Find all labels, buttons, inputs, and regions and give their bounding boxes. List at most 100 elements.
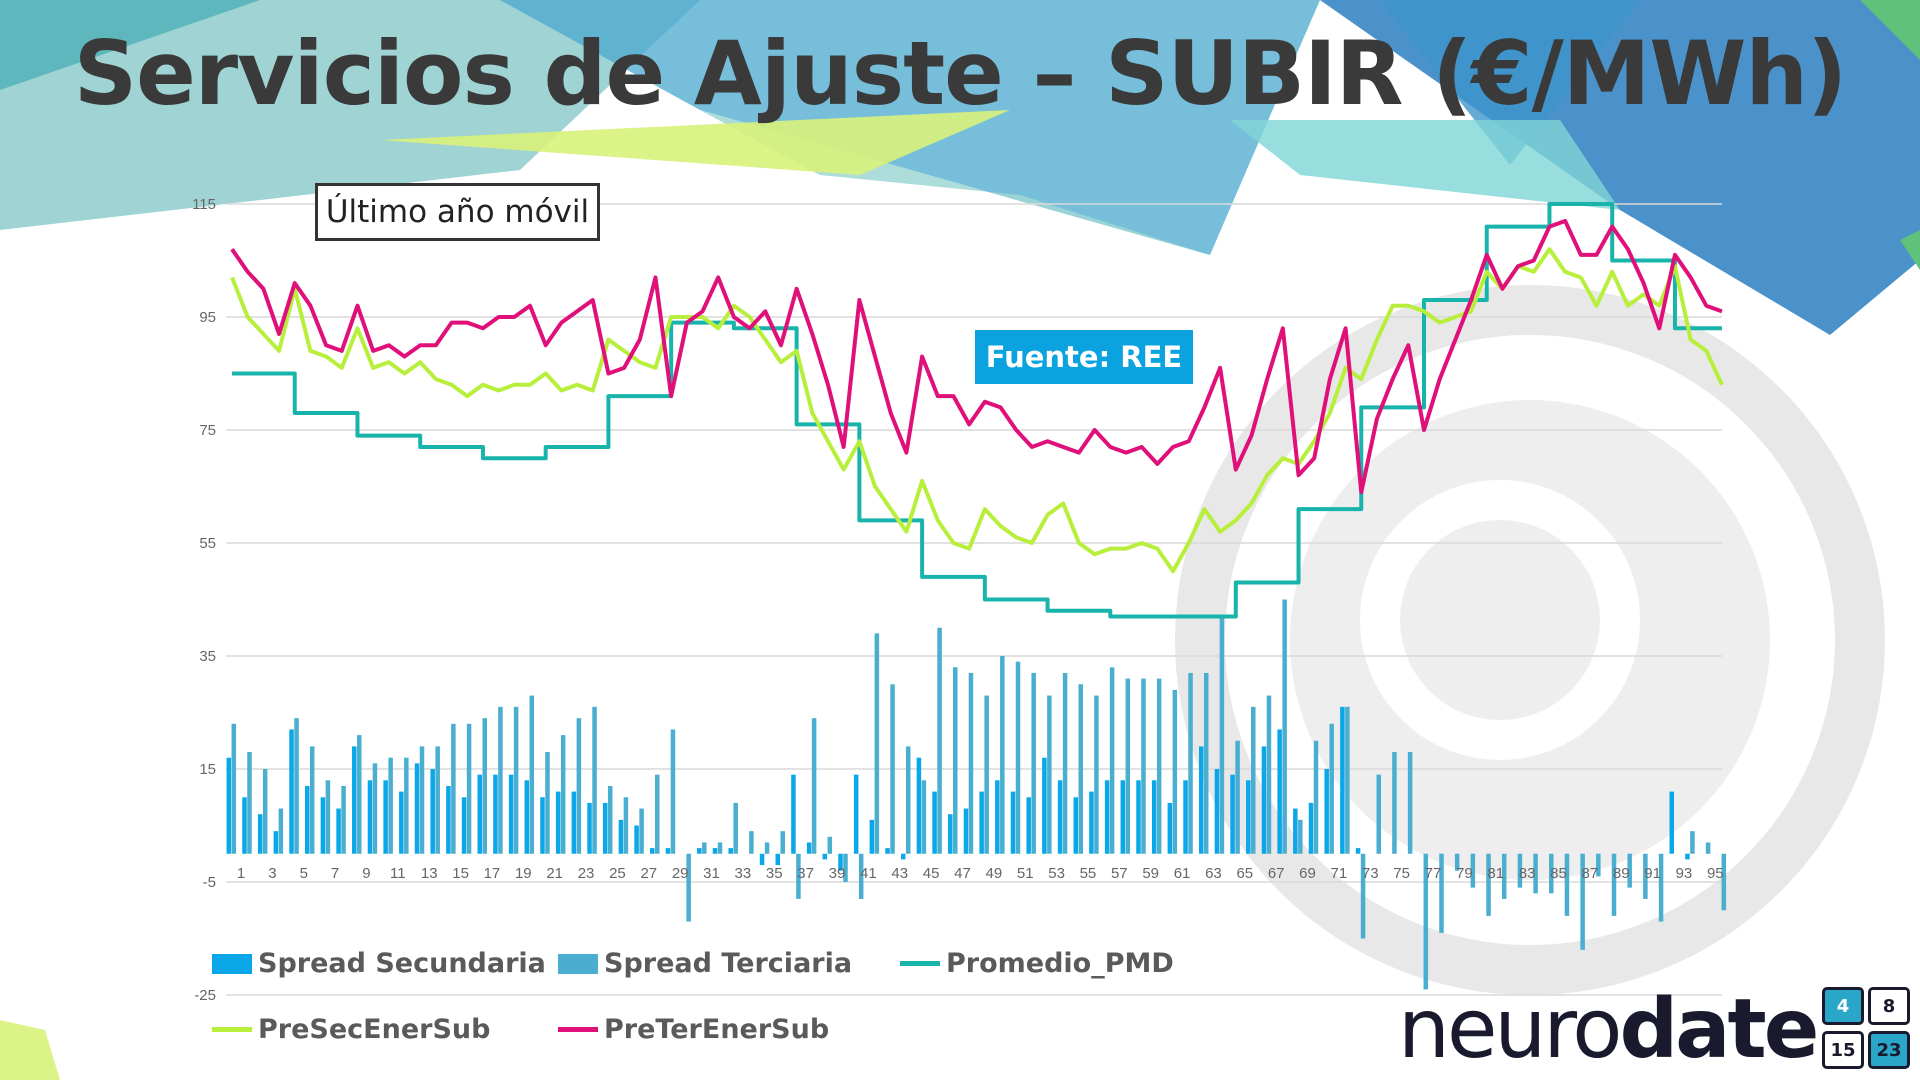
bar-spread-terciaria	[1721, 853, 1727, 911]
x-tick-label: 55	[1080, 865, 1097, 882]
bar-spread-terciaria	[686, 853, 691, 922]
x-tick-label: 95	[1707, 865, 1724, 882]
legend-label: Spread Terciaria	[604, 948, 853, 979]
legend-swatch	[212, 953, 252, 974]
x-tick-label: 53	[1048, 865, 1065, 882]
calendar-cell: 4	[1822, 987, 1864, 1025]
bar-spread-secundaria	[1669, 791, 1674, 854]
bar-spread-terciaria	[1376, 774, 1381, 854]
bar-spread-terciaria	[1156, 678, 1162, 854]
x-tick-label: 75	[1393, 865, 1410, 882]
bar-spread-secundaria	[885, 848, 890, 854]
bar-spread-terciaria	[513, 706, 519, 854]
bar-spread-secundaria	[273, 831, 279, 854]
bar-spread-terciaria	[968, 672, 974, 854]
x-tick-label: 83	[1519, 865, 1536, 882]
bar-spread-secundaria	[1340, 706, 1345, 854]
bar-spread-secundaria	[1042, 757, 1047, 854]
bar-spread-secundaria	[948, 814, 953, 854]
bar-spread-terciaria	[419, 746, 425, 854]
bar-spread-terciaria	[262, 769, 268, 854]
x-tick-label: 35	[766, 865, 783, 882]
bar-spread-terciaria	[796, 853, 801, 899]
bar-spread-terciaria	[294, 718, 299, 854]
bar-spread-secundaria	[1308, 802, 1314, 854]
x-tick-label: 39	[829, 865, 846, 882]
bar-spread-terciaria	[1329, 723, 1334, 854]
bar-spread-secundaria	[1026, 797, 1031, 854]
bar-spread-secundaria	[775, 853, 780, 866]
bar-spread-secundaria	[336, 808, 341, 854]
x-tick-label: 71	[1331, 865, 1348, 882]
y-tick-label: 55	[199, 535, 216, 552]
bar-spread-secundaria	[1230, 774, 1235, 854]
bar-spread-terciaria	[372, 763, 378, 854]
y-tick-label: 115	[192, 196, 216, 213]
bar-spread-secundaria	[1183, 780, 1188, 854]
x-tick-label: 89	[1613, 865, 1630, 882]
bar-spread-secundaria	[853, 774, 859, 854]
bar-spread-secundaria	[242, 797, 247, 854]
x-tick-label: 65	[1236, 865, 1253, 882]
x-tick-label: 1	[237, 865, 245, 882]
x-tick-label: 63	[1205, 865, 1222, 882]
bar-spread-secundaria	[1010, 791, 1016, 854]
bar-spread-secundaria	[352, 746, 357, 854]
y-tick-label: -25	[194, 987, 216, 1004]
bar-spread-terciaria	[1251, 706, 1256, 854]
x-tick-label: 13	[421, 865, 438, 882]
bar-spread-secundaria	[1246, 780, 1251, 854]
x-tick-label: 17	[484, 865, 501, 882]
bar-spread-terciaria	[717, 842, 723, 854]
bar-spread-secundaria	[822, 853, 828, 860]
bar-spread-terciaria	[1172, 689, 1178, 854]
bar-spread-terciaria	[1078, 684, 1083, 854]
bar-spread-secundaria	[650, 848, 655, 854]
bar-spread-secundaria	[665, 848, 671, 854]
y-tick-label: 35	[199, 648, 216, 665]
bar-spread-terciaria	[670, 729, 676, 854]
bar-spread-terciaria	[1517, 853, 1523, 888]
bar-spread-secundaria	[367, 780, 373, 854]
bar-spread-terciaria	[1141, 678, 1146, 854]
line-pretereenersub	[230, 218, 1723, 495]
bar-spread-secundaria	[791, 774, 796, 854]
x-tick-label: 25	[609, 865, 626, 882]
bar-spread-terciaria	[905, 746, 911, 854]
x-tick-label: 87	[1581, 865, 1598, 882]
bar-spread-terciaria	[1501, 853, 1507, 899]
y-axis-ticks: 115 95 75 55 35 15 -5 -25	[192, 196, 216, 1004]
bar-spread-terciaria	[576, 718, 582, 854]
bar-spread-terciaria	[451, 723, 456, 854]
x-tick-label: 21	[546, 865, 563, 882]
bar-spread-secundaria	[1685, 853, 1690, 860]
x-tick-label: 67	[1268, 865, 1285, 882]
bar-spread-terciaria	[247, 752, 252, 854]
x-tick-label: 93	[1676, 865, 1693, 882]
bar-spread-terciaria	[498, 706, 503, 854]
bar-spread-terciaria	[1627, 853, 1632, 888]
legend-presecenersub: PreSecEnerSub	[212, 1014, 490, 1045]
bar-spread-terciaria	[545, 752, 550, 854]
bar-spread-terciaria	[1533, 853, 1538, 894]
bar-spread-terciaria	[1235, 740, 1240, 854]
bar-spread-terciaria	[1392, 752, 1397, 854]
bar-spread-terciaria	[466, 723, 472, 854]
bar-spread-secundaria	[587, 802, 592, 854]
bar-spread-terciaria	[749, 831, 754, 854]
bar-spread-secundaria	[979, 791, 984, 854]
bar-spread-terciaria	[764, 842, 770, 854]
bar-spread-secundaria	[1293, 808, 1298, 854]
legend-label: PreTerEnerSub	[604, 1014, 830, 1045]
bar-spread-terciaria	[1439, 853, 1444, 933]
bar-spread-terciaria	[1015, 661, 1021, 854]
x-tick-label: 43	[891, 865, 908, 882]
bar-spread-secundaria	[320, 797, 326, 854]
x-tick-label: 45	[923, 865, 940, 882]
y-tick-label: -5	[203, 874, 216, 891]
bar-spread-secundaria	[430, 769, 435, 854]
bar-spread-terciaria	[1690, 831, 1695, 854]
bar-spread-secundaria	[602, 802, 608, 854]
bar-spread-terciaria	[655, 774, 660, 854]
bar-spread-secundaria	[1355, 848, 1361, 854]
